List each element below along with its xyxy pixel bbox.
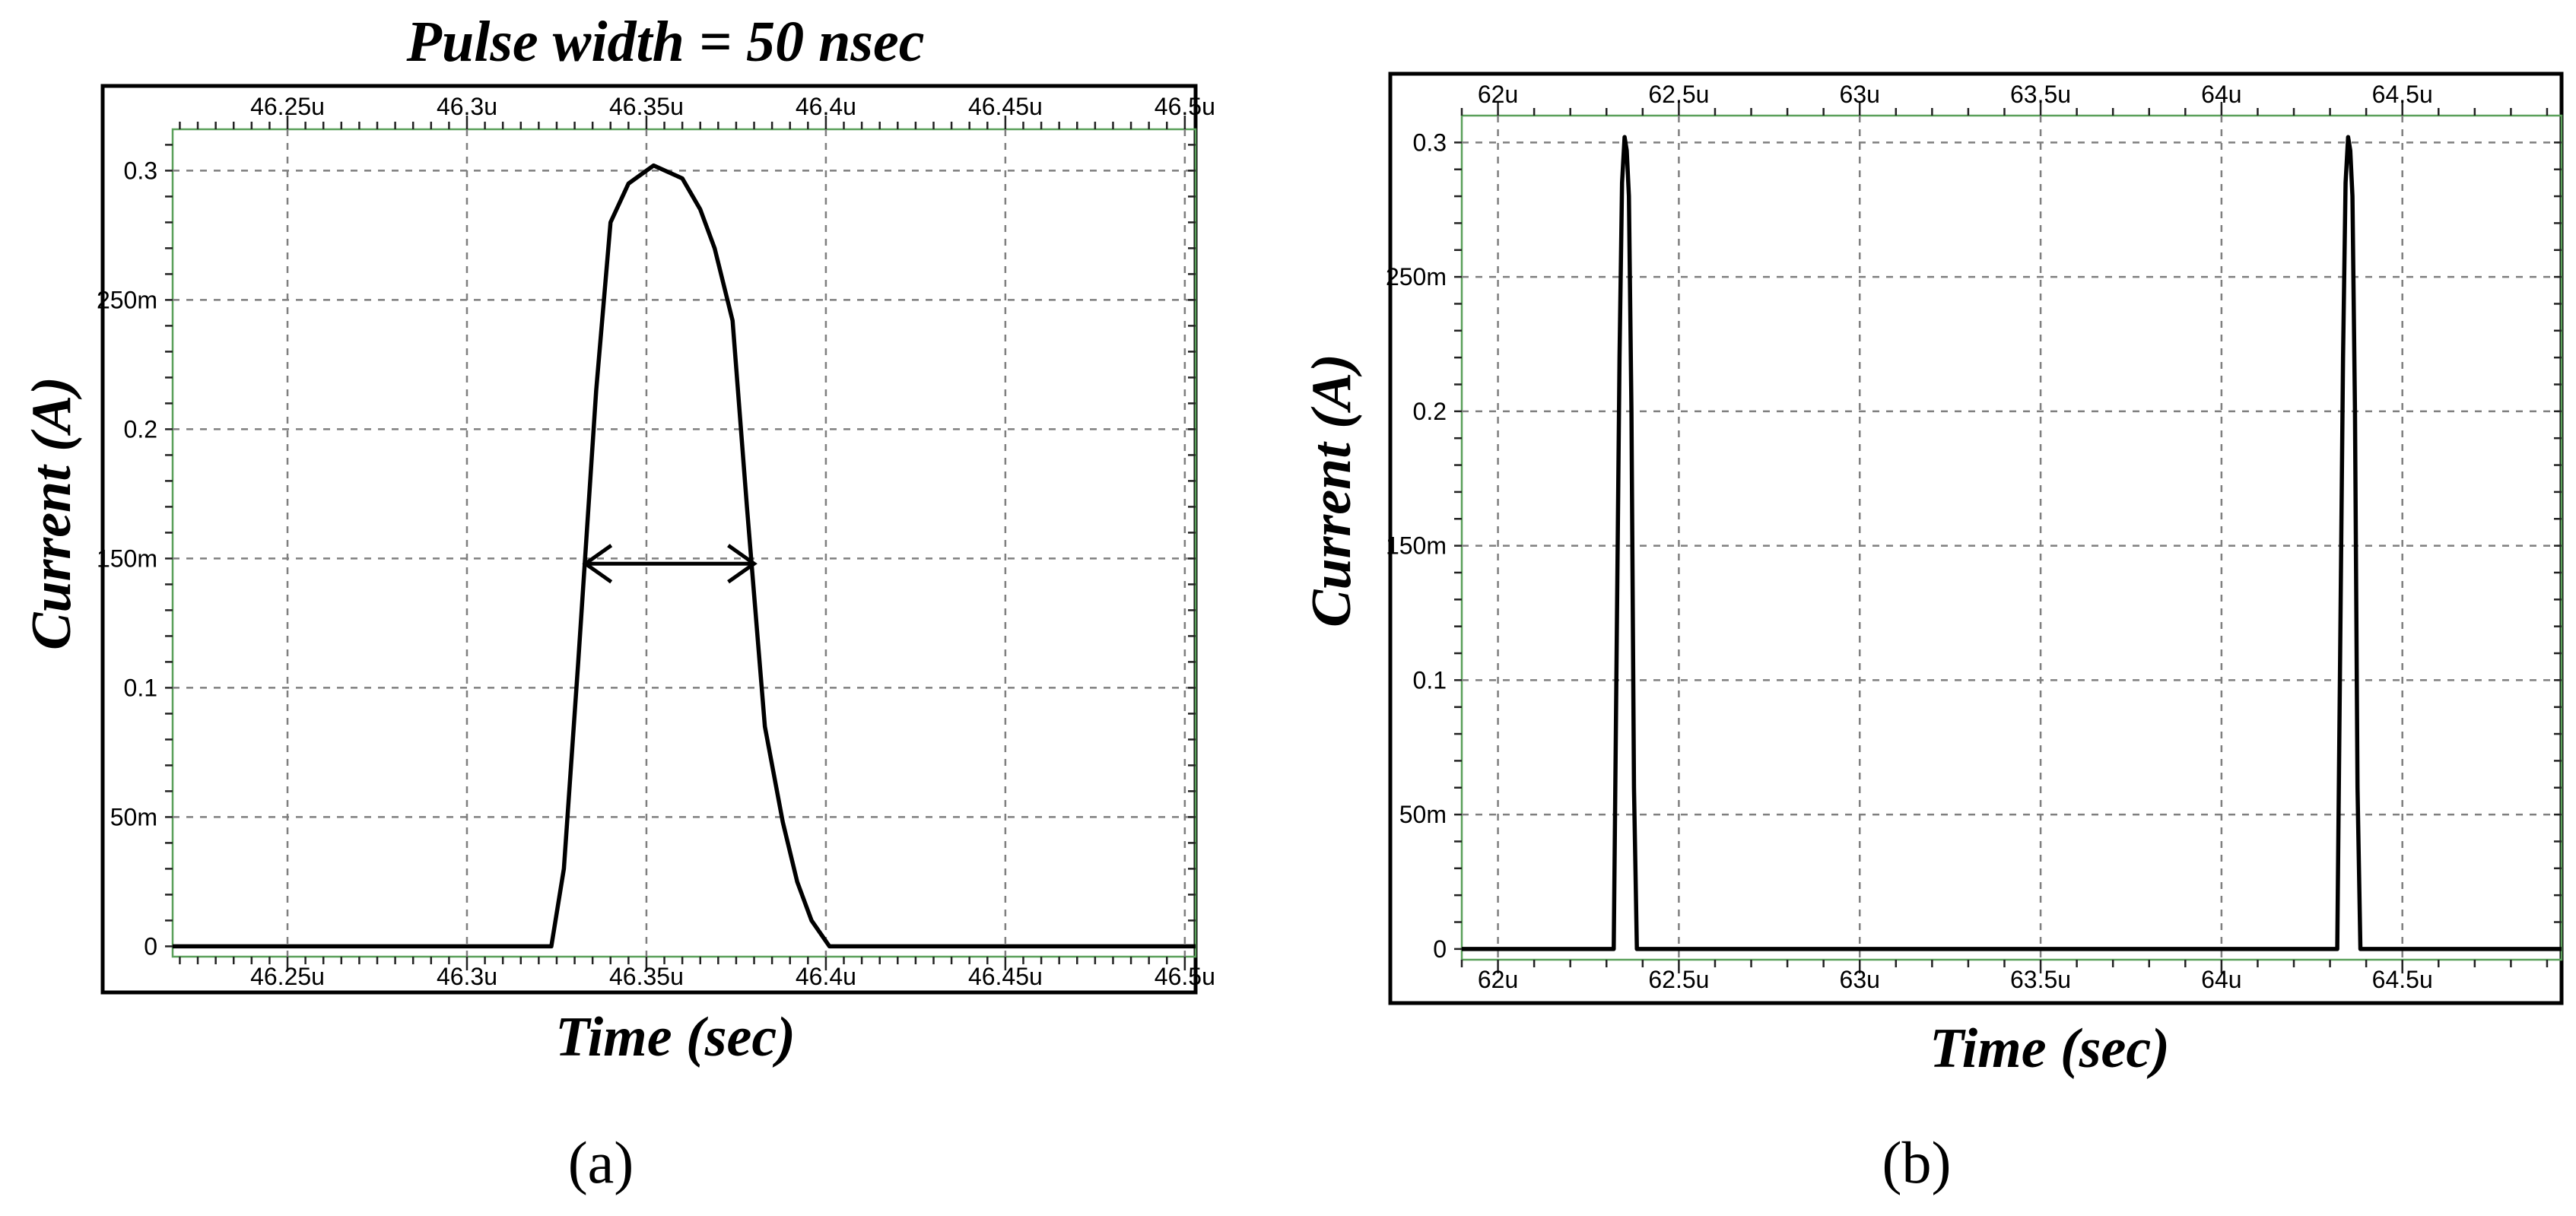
x-tick-label-bottom: 46.4u: [796, 963, 856, 990]
y-tick-label: 0.3: [1413, 129, 1447, 156]
x-tick-label-bottom: 46.45u: [968, 963, 1043, 990]
arrow-head-right: [727, 544, 758, 584]
y-axis-title: Current (A): [1301, 354, 1363, 627]
x-tick-label-top: 46.3u: [437, 93, 497, 120]
y-tick-label: 150m: [97, 545, 157, 572]
y-tick-label: 150m: [1386, 532, 1447, 560]
minor-ticks: [165, 116, 1196, 970]
panel-label-b: (b): [1882, 1129, 1952, 1195]
y-tick-labels: 0 50m 0.1 150m 0.2 250m 0.3: [97, 157, 157, 960]
x-tick-label-top: 64u: [2201, 81, 2241, 108]
y-tick-label: 0.1: [124, 674, 157, 701]
pulse-width-annotation: [582, 544, 758, 584]
x-tick-labels-bottom: 62u 62.5u 63u 63.5u 64u 64.5u: [1478, 966, 2433, 993]
y-tick-label: 0.2: [124, 415, 157, 443]
x-tick-label-bottom: 64u: [2201, 966, 2241, 993]
x-tick-label-bottom: 63.5u: [2010, 966, 2071, 993]
x-tick-label-bottom: 62.5u: [1648, 966, 1709, 993]
x-tick-label-top: 64.5u: [2372, 81, 2433, 108]
x-tick-label-bottom: 62u: [1478, 966, 1518, 993]
x-tick-label-bottom: 64.5u: [2372, 966, 2433, 993]
gridlines: [1462, 116, 2562, 960]
x-tick-label-top: 46.4u: [796, 93, 856, 120]
minor-ticks: [1454, 102, 2562, 973]
x-tick-label-bottom: 46.5u: [1155, 963, 1215, 990]
chart-title: Pulse width = 50 nsec: [406, 10, 925, 74]
x-tick-labels-top: 46.25u 46.3u 46.35u 46.4u 46.45u 46.5u: [250, 93, 1215, 120]
arrow-head-left: [582, 544, 613, 584]
y-tick-label: 250m: [1386, 263, 1447, 291]
x-axis-title: Time (sec): [1930, 1018, 2170, 1080]
y-tick-label: 250m: [97, 286, 157, 313]
x-tick-label-top: 46.35u: [609, 93, 684, 120]
chart-panel-b: 62u 62.5u 63u 63.5u 64u 64.5u 62u 62.5u 63u 63.5…: [1301, 71, 2564, 1195]
x-tick-label-top: 46.45u: [968, 93, 1043, 120]
gridlines: [173, 129, 1196, 957]
x-tick-label-top: 63u: [1840, 81, 1880, 108]
x-tick-labels-top: 62u 62.5u 63u 63.5u 64u 64.5u: [1478, 81, 2433, 108]
x-tick-label-bottom: 46.35u: [609, 963, 684, 990]
x-tick-label-top: 46.5u: [1155, 93, 1215, 120]
x-tick-label-bottom: 46.25u: [250, 963, 325, 990]
series-line-current: [173, 163, 1196, 949]
series-line-current: [1462, 135, 2562, 951]
x-tick-label-top: 62.5u: [1648, 81, 1709, 108]
y-tick-label: 0.2: [1413, 398, 1447, 425]
x-tick-labels-bottom: 46.25u 46.3u 46.35u 46.4u 46.45u 46.5u: [250, 963, 1215, 990]
y-tick-label: 0: [144, 932, 157, 960]
y-tick-label: 0.3: [124, 157, 157, 184]
x-tick-label-top: 62u: [1478, 81, 1518, 108]
y-tick-label: 50m: [110, 803, 157, 830]
y-tick-label: 0.1: [1413, 666, 1447, 694]
x-tick-label-top: 63.5u: [2010, 81, 2071, 108]
y-axis-title: Current (A): [21, 376, 83, 650]
panel-label-a: (a): [568, 1129, 634, 1195]
x-tick-label-bottom: 63u: [1840, 966, 1880, 993]
x-tick-label-top: 46.25u: [250, 93, 325, 120]
y-tick-label: 0: [1433, 935, 1447, 963]
x-axis-title: Time (sec): [555, 1006, 796, 1068]
y-tick-labels: 0 50m 0.1 150m 0.2 250m 0.3: [1386, 129, 1447, 963]
plot-area: [171, 128, 1197, 958]
y-tick-label: 50m: [1399, 801, 1447, 828]
plot-area: [1460, 114, 2563, 961]
x-tick-label-bottom: 46.3u: [437, 963, 497, 990]
chart-panel-a: Pulse width = 50 nsec 46.25u 46.3u 46.35u 4…: [21, 10, 1215, 1195]
